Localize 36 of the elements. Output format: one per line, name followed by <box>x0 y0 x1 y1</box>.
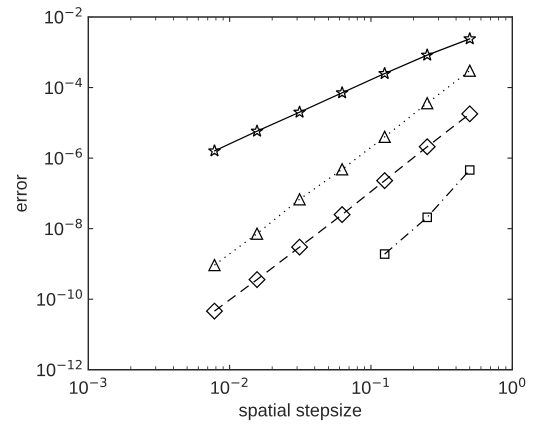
point <box>250 228 264 240</box>
point <box>378 130 391 144</box>
point <box>293 105 306 118</box>
point <box>208 144 222 157</box>
y-tick-label: 10$^{−4}$ <box>45 78 82 94</box>
point <box>336 163 348 176</box>
y-tick-label: 10$^{−2}$ <box>45 7 82 24</box>
point <box>206 302 223 320</box>
x-tick-label: 10$^{−1}$ <box>352 378 389 394</box>
point <box>293 193 306 206</box>
y-axis-title: error <box>16 174 27 212</box>
point <box>461 105 478 122</box>
point <box>421 97 434 110</box>
point <box>418 138 436 156</box>
point <box>378 66 392 80</box>
y-tick-label: 10$^{−10}$ <box>37 289 82 306</box>
point <box>463 32 476 45</box>
point <box>376 172 394 190</box>
point <box>464 165 475 175</box>
point <box>420 48 434 61</box>
y-tick-label: 10$^{−6}$ <box>45 148 82 165</box>
point <box>422 212 432 222</box>
x-tick-label: 10$^{0}$ <box>499 378 526 394</box>
x-axis-title: spatial stepsize <box>239 403 362 420</box>
y-tick-label: 10$^{−12}$ <box>37 360 82 376</box>
y-tick-label: 10$^{−8}$ <box>45 218 82 236</box>
point <box>334 206 351 224</box>
point <box>291 238 308 256</box>
x-tick-label: 10$^{−2}$ <box>211 378 248 394</box>
point <box>380 249 390 259</box>
x-tick-label: 10$^{−3}$ <box>70 378 106 394</box>
point <box>464 64 476 77</box>
point <box>208 258 221 272</box>
point <box>250 124 264 137</box>
point <box>248 271 266 288</box>
point <box>336 86 349 98</box>
